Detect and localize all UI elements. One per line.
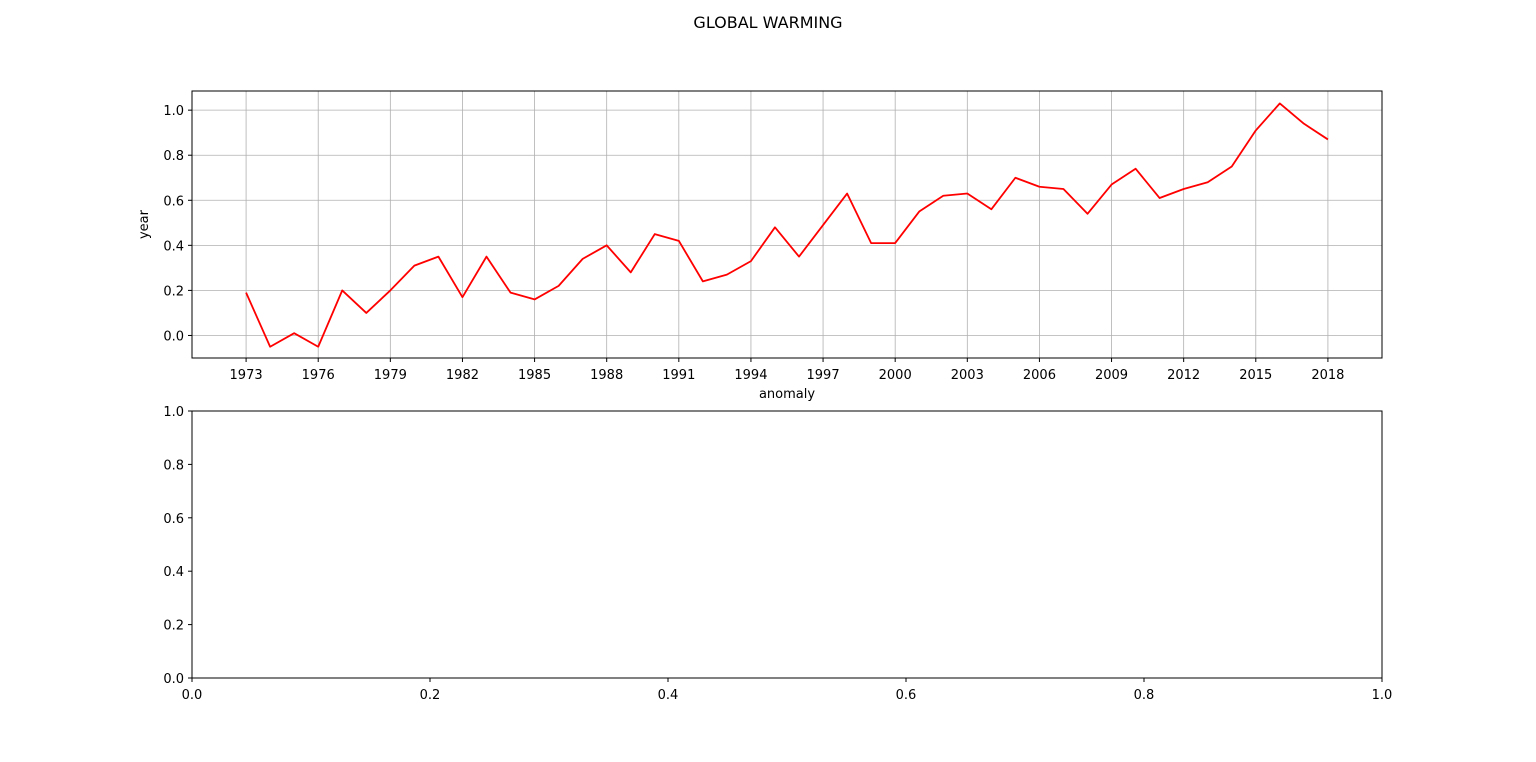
- x-tick-label: 1.0: [1372, 688, 1393, 703]
- y-tick-label: 0.6: [163, 194, 184, 209]
- x-tick-label: 2012: [1167, 368, 1200, 383]
- y-tick-label: 0.8: [163, 149, 184, 164]
- y-tick-label: 0.8: [163, 458, 184, 473]
- x-tick-label: 1979: [374, 368, 407, 383]
- axes-frame: [191, 410, 1383, 679]
- y-tick-label: 0.0: [163, 329, 184, 344]
- x-axis-label: anomaly: [759, 387, 815, 402]
- x-tick-label: 0.8: [1134, 688, 1155, 703]
- x-tick-label: 1982: [446, 368, 479, 383]
- y-tick-label: 1.0: [163, 104, 184, 119]
- y-tick-label: 0.4: [163, 239, 184, 254]
- figure-title: GLOBAL WARMING: [693, 13, 842, 32]
- x-tick-label: 0.2: [420, 688, 441, 703]
- x-tick-label: 1976: [302, 368, 335, 383]
- x-tick-label: 2000: [879, 368, 912, 383]
- y-tick-label: 0.2: [163, 284, 184, 299]
- y-tick-label: 0.2: [163, 619, 184, 634]
- top-line-chart: 1973 1976 1979 1982 1985 1988 1991 1994 1997 2000…: [137, 90, 1383, 402]
- y-tick-label: 0.4: [163, 565, 184, 580]
- x-tick-label: 0.6: [896, 688, 917, 703]
- x-tick-label: 2009: [1095, 368, 1128, 383]
- y-tick-label: 0.6: [163, 512, 184, 527]
- x-tick-label: 2003: [951, 368, 984, 383]
- x-tick-label: 1988: [590, 368, 623, 383]
- axes-frame: [191, 90, 1383, 359]
- x-tick-label: 1973: [230, 368, 263, 383]
- bottom-empty-axes: 0.0 0.2 0.4 0.6 0.8 1.0 0.0 0.2 0.4 0.6 0.8 1.0: [163, 405, 1392, 703]
- y-tick-label: 1.0: [163, 405, 184, 420]
- x-tick-label: 0.0: [182, 688, 203, 703]
- x-tick-label: 2006: [1023, 368, 1056, 383]
- x-tick-label: 1997: [807, 368, 840, 383]
- x-tick-label: 0.4: [658, 688, 679, 703]
- y-axis-label: year: [137, 209, 152, 239]
- y-tick-label: 0.0: [163, 672, 184, 687]
- x-tick-label: 1994: [734, 368, 767, 383]
- x-tick-label: 1991: [662, 368, 695, 383]
- x-tick-label: 2018: [1311, 368, 1344, 383]
- series-line: [245, 102, 1329, 348]
- x-tick-label: 1985: [518, 368, 551, 383]
- x-tick-label: 2015: [1239, 368, 1272, 383]
